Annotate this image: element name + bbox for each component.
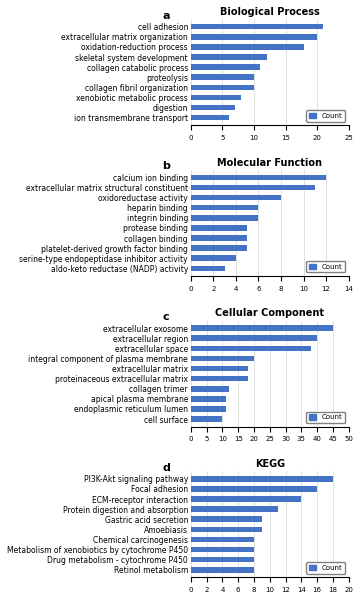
Bar [191,406,226,412]
Bar [191,506,278,512]
Bar [191,536,254,542]
Bar [191,386,229,392]
Bar [191,416,222,422]
Bar [191,256,236,261]
Bar [191,44,305,50]
Bar [191,24,323,29]
Bar [191,195,281,200]
Bar [191,335,317,341]
Text: a: a [162,11,170,20]
Bar [191,54,266,60]
Title: Molecular Function: Molecular Function [217,158,322,167]
Text: b: b [162,161,170,172]
Bar [191,376,248,382]
Bar [191,95,241,100]
Bar [191,356,254,361]
Bar [191,225,247,231]
Bar [191,205,258,211]
Bar [191,235,247,241]
Bar [191,547,254,553]
Bar [191,74,254,80]
Bar [191,346,311,351]
Bar [191,175,326,180]
Bar [191,486,317,491]
Bar [191,567,254,572]
Bar [191,325,333,331]
Bar [191,266,225,271]
Legend: Count: Count [306,412,345,423]
Bar [191,496,301,502]
Bar [191,527,262,532]
Bar [191,517,262,522]
Legend: Count: Count [306,562,345,574]
Bar [191,185,315,190]
Bar [191,105,235,110]
Legend: Count: Count [306,261,345,272]
Title: Cellular Component: Cellular Component [215,308,324,319]
Bar [191,476,333,482]
Bar [191,557,254,562]
Text: c: c [162,312,169,322]
Legend: Count: Count [306,110,345,122]
Bar [191,115,229,121]
Bar [191,366,248,371]
Title: Biological Process: Biological Process [220,7,320,17]
Bar [191,34,317,40]
Text: d: d [162,463,170,473]
Bar [191,64,260,70]
Bar [191,245,247,251]
Bar [191,396,226,401]
Title: KEGG: KEGG [255,459,285,469]
Bar [191,85,254,90]
Bar [191,215,258,221]
